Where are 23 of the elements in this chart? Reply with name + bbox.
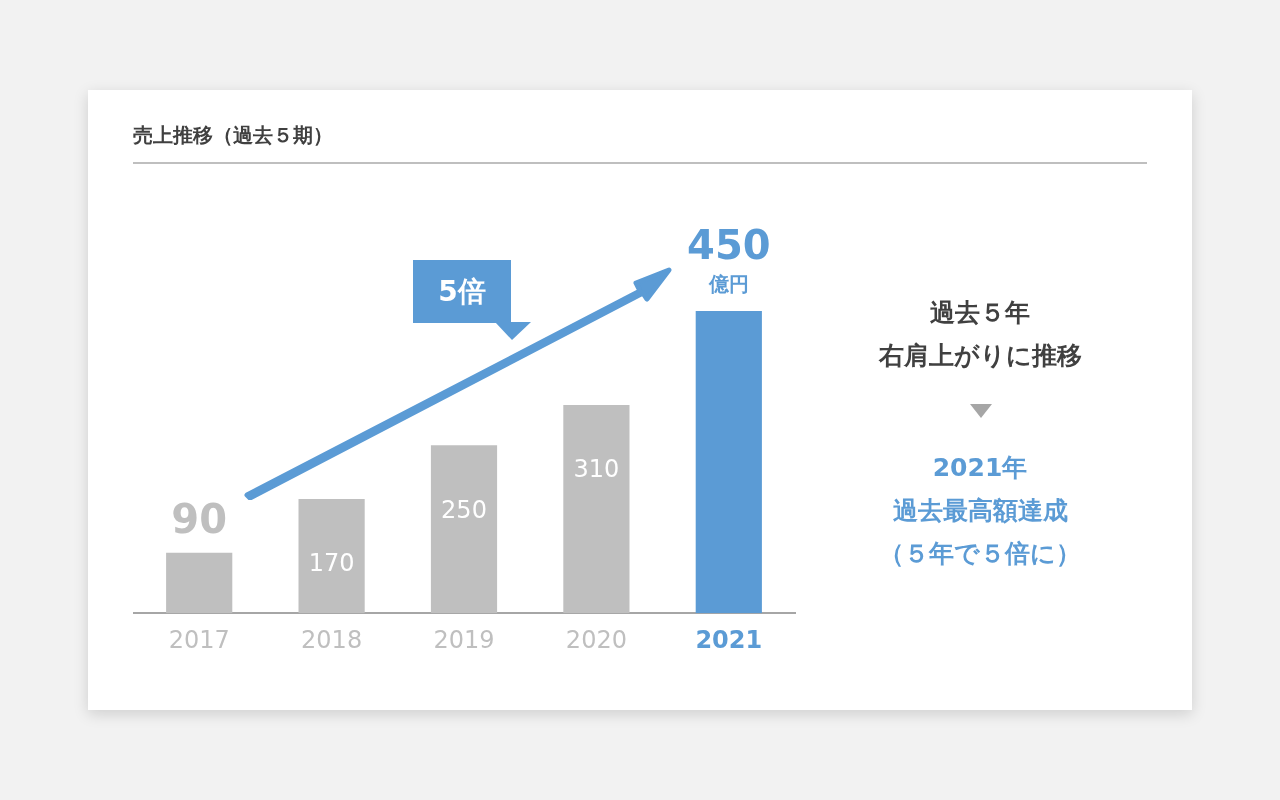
bar: [298, 499, 365, 614]
x-tick-label: 2018: [301, 625, 363, 654]
text: 過去最高額達成: [891, 495, 1069, 527]
text: 過去５年: [929, 297, 1031, 329]
bar: [166, 552, 233, 614]
data-label: 90: [171, 495, 228, 542]
text: 2021年: [931, 452, 1029, 484]
x-tick-label: 2021: [695, 625, 763, 654]
text: 右肩上がりに推移: [877, 340, 1083, 372]
chart-title: 売上推移（過去５期）: [133, 122, 333, 149]
data-label: 450: [687, 222, 771, 268]
annotation: 億円: [707, 272, 749, 296]
data-label: 310: [573, 455, 620, 484]
data-label: 170: [308, 549, 355, 578]
data-label: 250: [441, 495, 487, 524]
x-tick-label: 2017: [168, 625, 230, 654]
bar: [695, 311, 762, 614]
text: 5倍: [413, 260, 511, 323]
x-tick-label: 2020: [565, 625, 627, 654]
text: （５年で５倍に）: [878, 538, 1082, 570]
bar: [563, 405, 630, 614]
x-tick-label: 2019: [433, 625, 495, 654]
bar: [430, 445, 498, 614]
